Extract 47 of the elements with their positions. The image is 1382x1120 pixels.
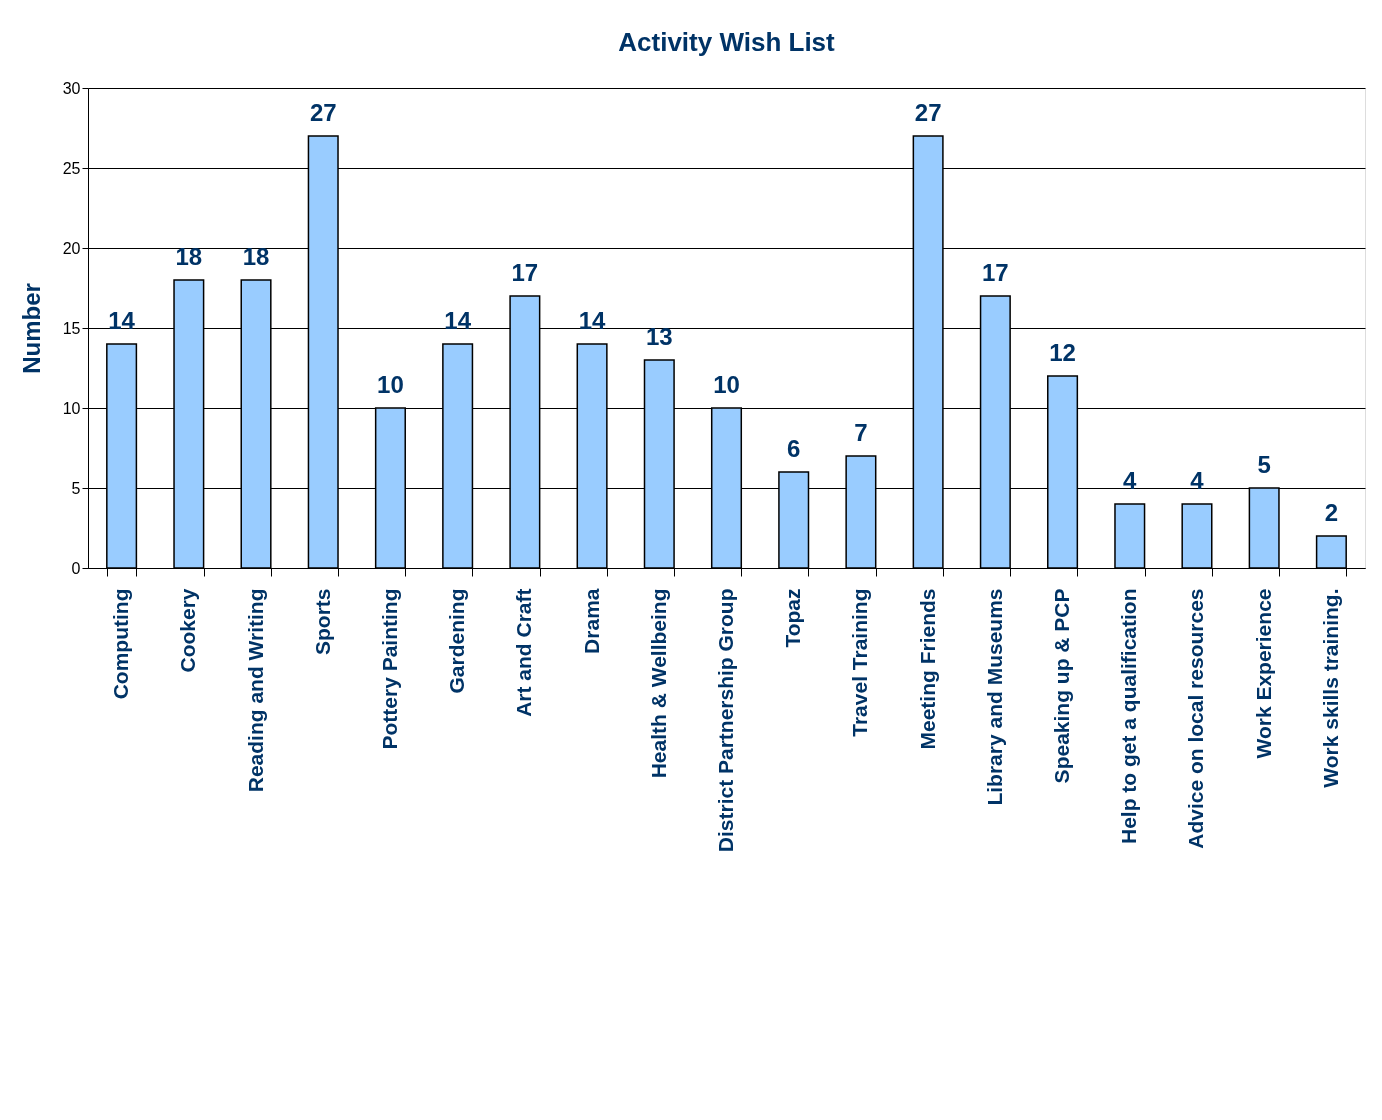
x-tick-label: Drama (579, 588, 603, 654)
y-tick-label: 10 (62, 399, 81, 417)
y-axis-title: Number (17, 283, 45, 374)
data-label: 27 (914, 99, 942, 126)
data-label: 12 (1049, 339, 1076, 366)
x-tick-label: Reading and Writing (243, 588, 267, 793)
x-tick-label: Meeting Friends (915, 588, 939, 750)
data-label: 18 (175, 243, 203, 270)
data-label: 2 (1324, 499, 1339, 526)
data-label: 14 (578, 307, 607, 334)
data-label: 14 (444, 307, 472, 334)
x-tick-label: Advice on local resources (1184, 588, 1208, 849)
data-label: 4 (1190, 467, 1205, 494)
x-tick-label: Topaz (781, 588, 805, 648)
x-tick-label: Computing (109, 588, 133, 700)
x-tick-label: Art and Craft (512, 588, 536, 717)
x-tick-label: Cookery (176, 588, 200, 673)
data-label: 4 (1123, 467, 1138, 494)
data-label: 6 (787, 435, 801, 462)
x-tick-label: Work Experience (1251, 588, 1275, 759)
data-label: 27 (309, 99, 337, 126)
data-label: 10 (713, 371, 740, 398)
y-tick-label: 30 (62, 79, 81, 97)
y-tick-label: 15 (62, 319, 81, 337)
x-tick-label: Health & Wellbeing (646, 588, 670, 779)
y-tick-label: 25 (62, 159, 81, 177)
x-tick-label: Sports (310, 588, 334, 656)
x-tick-label: Work skills training. (1318, 588, 1342, 788)
data-label: 17 (511, 259, 539, 286)
data-label: 5 (1257, 451, 1271, 478)
x-tick-label: Gardening (445, 588, 469, 694)
chart-title: Activity Wish List (618, 27, 836, 57)
data-label: 7 (854, 419, 868, 446)
y-tick-label: 5 (71, 479, 81, 497)
data-label: 10 (377, 371, 404, 398)
data-label: 17 (981, 259, 1009, 286)
data-label: 14 (108, 307, 136, 334)
x-tick-label: District Partnership Group (714, 588, 737, 853)
y-tick-label: 20 (62, 239, 81, 257)
data-label: 13 (645, 323, 673, 350)
x-tick-label: Help to get a qualification (1117, 588, 1141, 845)
y-tick-label: 0 (71, 559, 81, 577)
x-tick-label: Speaking up & PCP (1050, 588, 1074, 784)
x-tick-label: Library and Museums (982, 588, 1006, 806)
data-label: 18 (242, 243, 270, 270)
x-tick-label: Pottery Painting (377, 588, 401, 750)
x-tick-label: Travel Training (848, 588, 872, 737)
